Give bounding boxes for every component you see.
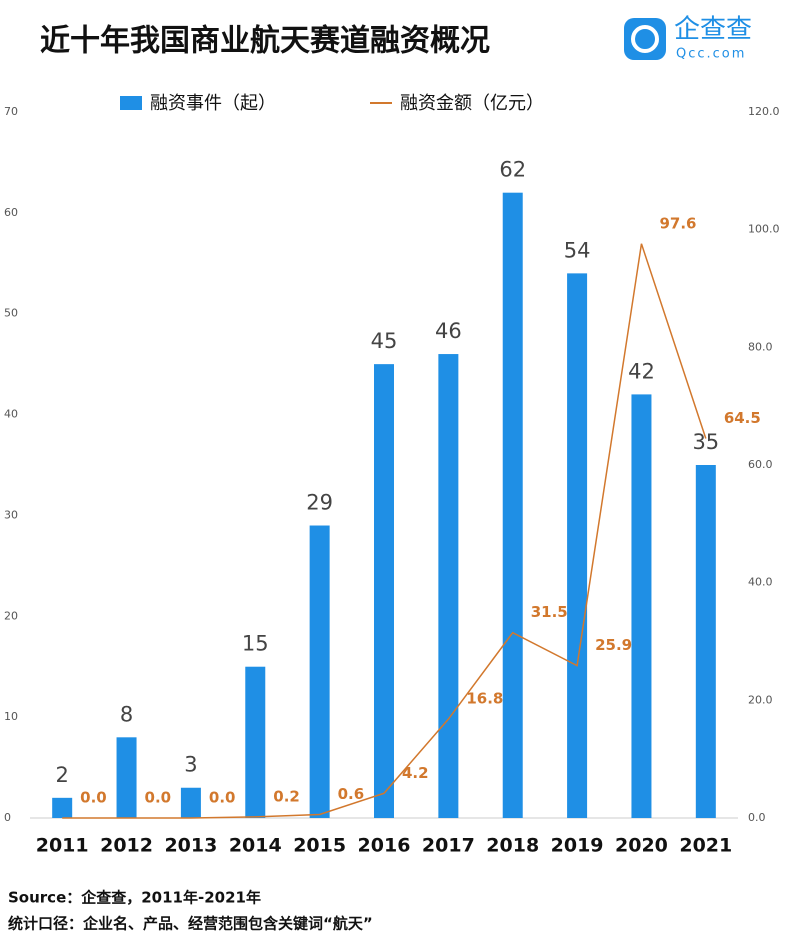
bar-value-label: 54: [564, 238, 591, 262]
bar: [309, 525, 330, 818]
y2-tick-label: 20.0: [748, 693, 773, 706]
bar-value-label: 15: [242, 632, 269, 656]
x-tick-label: 2021: [679, 835, 732, 857]
line-value-label: 0.0: [80, 789, 107, 807]
bar-value-label: 45: [371, 329, 398, 353]
x-tick-label: 2012: [100, 835, 153, 857]
logo-url: Qcc.com: [676, 47, 746, 62]
bar: [631, 394, 652, 818]
footnote: Source：企查查，2011年-2021年: [8, 889, 261, 907]
bar-value-label: 2: [55, 763, 68, 787]
x-tick-label: 2019: [551, 835, 604, 857]
bar: [567, 273, 588, 818]
y2-tick-label: 40.0: [748, 576, 773, 589]
line-value-label: 0.0: [209, 789, 236, 807]
x-tick-label: 2016: [358, 835, 411, 857]
bar: [502, 192, 523, 818]
line-value-label: 0.6: [338, 785, 365, 803]
line-value-label: 0.2: [273, 787, 300, 805]
legend-swatch: [120, 96, 142, 110]
y2-tick-label: 60.0: [748, 458, 773, 471]
bar: [245, 666, 266, 818]
x-tick-label: 2017: [422, 835, 475, 857]
y-tick-label: 70: [4, 105, 18, 118]
line-value-label: 64.5: [724, 409, 761, 427]
bar-value-label: 46: [435, 319, 462, 343]
chart-title: 近十年我国商业航天赛道融资概况: [40, 24, 490, 59]
y-tick-label: 50: [4, 307, 18, 320]
bar-value-label: 8: [120, 702, 133, 726]
logo-icon-mark: [631, 25, 659, 53]
bar-value-label: 42: [628, 359, 655, 383]
line-value-label: 4.2: [402, 764, 429, 782]
y2-tick-label: 120.0: [748, 105, 780, 118]
line-value-label: 25.9: [595, 636, 632, 654]
bar: [374, 364, 394, 818]
footnote: 统计口径：企业名、产品、经营范围包含关键词“航天”: [8, 915, 373, 933]
y2-tick-label: 0.0: [748, 811, 766, 824]
line-value-label: 0.0: [145, 789, 172, 807]
y2-tick-label: 100.0: [748, 223, 780, 236]
x-tick-label: 2011: [36, 835, 89, 857]
bar-value-label: 62: [499, 158, 526, 182]
bar: [695, 465, 716, 818]
y-tick-label: 10: [4, 710, 18, 723]
bar-value-label: 35: [692, 430, 719, 454]
x-tick-label: 2014: [229, 835, 282, 857]
legend-label: 融资金额（亿元）: [400, 93, 544, 114]
y-tick-label: 0: [4, 811, 11, 824]
y-tick-label: 60: [4, 206, 18, 219]
x-tick-label: 2018: [486, 835, 539, 857]
bar-value-label: 3: [184, 753, 197, 777]
x-tick-label: 2015: [293, 835, 346, 857]
bar: [116, 737, 137, 818]
line: [62, 243, 707, 819]
legend-label: 融资事件（起）: [150, 93, 276, 114]
bar-value-label: 29: [306, 491, 333, 515]
line-value-label: 97.6: [659, 214, 696, 232]
bar: [52, 797, 73, 818]
bar: [180, 787, 201, 818]
bar: [438, 354, 459, 818]
line-value-label: 16.8: [466, 690, 503, 708]
y-tick-label: 40: [4, 408, 18, 421]
line-value-label: 31.5: [531, 603, 568, 621]
y-tick-label: 30: [4, 508, 18, 521]
y2-tick-label: 80.0: [748, 340, 773, 353]
logo-icon: [624, 18, 666, 60]
logo-name: 企查查: [674, 15, 752, 45]
x-tick-label: 2013: [164, 835, 217, 857]
x-tick-label: 2020: [615, 835, 668, 857]
y-tick-label: 20: [4, 609, 18, 622]
